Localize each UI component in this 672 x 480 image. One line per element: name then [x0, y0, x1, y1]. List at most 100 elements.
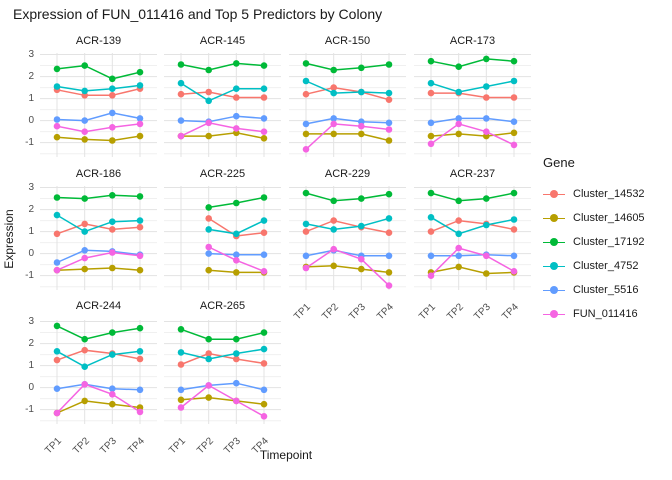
- facet-strip-label: ACR-186: [75, 168, 122, 180]
- facet-strip-label: ACR-139: [75, 35, 122, 47]
- legend-item: Cluster_14605: [543, 206, 645, 230]
- legend-key-icon: [543, 261, 565, 271]
- data-point-Cluster_17192: [233, 199, 240, 207]
- series-line-FUN_011416: [180, 384, 265, 417]
- legend-key-icon: [543, 285, 565, 295]
- data-point-Cluster_4752: [427, 79, 435, 87]
- data-point-Cluster_14605: [81, 265, 88, 273]
- legend-key-icon: [543, 237, 565, 247]
- data-point-Cluster_5516: [233, 251, 240, 258]
- series-line-Cluster_14532: [56, 349, 141, 361]
- data-point-Cluster_5516: [109, 385, 116, 392]
- data-point-Cluster_17192: [455, 197, 462, 205]
- data-point-Cluster_17192: [385, 190, 393, 198]
- data-point-Cluster_4752: [136, 217, 144, 224]
- data-point-Cluster_5516: [385, 119, 393, 127]
- data-point-Cluster_14605: [302, 130, 310, 138]
- data-point-Cluster_17192: [330, 197, 337, 205]
- data-point-Cluster_5516: [427, 119, 435, 127]
- series-line-FUN_011416: [180, 122, 265, 137]
- data-point-Cluster_14605: [233, 269, 240, 276]
- series-line-FUN_011416: [305, 248, 390, 287]
- data-point-FUN_011416: [483, 128, 490, 135]
- data-point-Cluster_5516: [510, 118, 518, 125]
- data-point-Cluster_14532: [385, 229, 393, 236]
- data-point-Cluster_5516: [233, 112, 240, 120]
- series-line-Cluster_5516: [305, 117, 390, 125]
- series-line-Cluster_14605: [56, 135, 141, 142]
- legend-item: Cluster_4752: [543, 254, 645, 278]
- data-point-FUN_011416: [109, 249, 116, 256]
- data-point-FUN_011416: [330, 120, 337, 128]
- facet-panel: [414, 53, 531, 157]
- data-point-Cluster_14532: [109, 92, 116, 99]
- y-axis-tick-label: 2: [28, 338, 34, 350]
- data-point-Cluster_5516: [205, 250, 212, 257]
- data-point-Cluster_17192: [427, 189, 435, 197]
- x-axis-tick-label: TP3: [472, 301, 494, 323]
- series-line-Cluster_14605: [430, 132, 515, 137]
- data-point-FUN_011416: [260, 413, 268, 420]
- legend-key-icon: [543, 309, 565, 319]
- series-line-Cluster_14532: [431, 92, 514, 99]
- legend-item-label: Cluster_17192: [573, 236, 645, 248]
- data-point-Cluster_17192: [510, 57, 518, 65]
- data-point-Cluster_5516: [260, 251, 268, 258]
- data-point-Cluster_14605: [260, 400, 268, 408]
- data-point-Cluster_14605: [358, 130, 365, 138]
- legend-key-icon: [543, 189, 565, 199]
- y-axis-tick-label: -1: [25, 137, 34, 149]
- data-point-Cluster_14605: [53, 133, 61, 141]
- x-axis-tick-label: TP1: [292, 301, 313, 323]
- series-line-Cluster_14605: [306, 133, 390, 142]
- data-point-Cluster_14532: [53, 356, 61, 364]
- legend-item: FUN_011416: [543, 302, 645, 326]
- facet-strip-label: ACR-244: [75, 300, 122, 312]
- legend-item-label: Cluster_14605: [573, 212, 645, 224]
- data-point-Cluster_4752: [358, 88, 365, 96]
- data-point-Cluster_4752: [177, 79, 185, 87]
- legend-title: Gene: [543, 155, 575, 170]
- data-point-Cluster_14532: [510, 226, 518, 233]
- data-point-Cluster_5516: [53, 259, 61, 266]
- x-axis-tick-label: TP4: [500, 301, 521, 323]
- data-point-FUN_011416: [233, 125, 240, 132]
- series-line-Cluster_17192: [305, 62, 390, 71]
- x-axis-tick-label: TP2: [70, 435, 92, 457]
- series-line-Cluster_17192: [180, 328, 265, 340]
- data-point-Cluster_4752: [233, 350, 240, 357]
- facet-strip-label: ACR-173: [449, 35, 496, 47]
- data-point-FUN_011416: [260, 268, 268, 275]
- data-point-Cluster_4752: [53, 83, 61, 90]
- data-point-Cluster_14532: [205, 88, 212, 96]
- x-axis-tick-label: TP2: [319, 301, 341, 323]
- data-point-Cluster_17192: [427, 57, 435, 65]
- data-point-Cluster_4752: [385, 215, 393, 222]
- data-point-Cluster_17192: [205, 204, 212, 211]
- series-line-Cluster_14532: [305, 86, 390, 101]
- data-point-FUN_011416: [81, 128, 88, 135]
- facet-strip-label: ACR-237: [449, 168, 496, 180]
- data-point-Cluster_17192: [81, 62, 88, 69]
- data-point-Cluster_17192: [455, 63, 462, 70]
- data-point-Cluster_4752: [109, 85, 116, 92]
- facet-panel: [164, 53, 281, 157]
- data-point-Cluster_5516: [385, 252, 393, 260]
- data-point-Cluster_14532: [53, 230, 61, 238]
- series-line-Cluster_14605: [430, 266, 515, 275]
- facet-strip-label: ACR-225: [199, 168, 246, 180]
- data-point-Cluster_4752: [260, 345, 268, 353]
- data-point-Cluster_14605: [427, 132, 435, 140]
- data-point-Cluster_4752: [358, 222, 365, 230]
- series-line-Cluster_5516: [180, 382, 265, 391]
- data-point-Cluster_14532: [427, 228, 435, 235]
- data-point-Cluster_14605: [455, 263, 462, 271]
- series-line-FUN_011416: [430, 247, 515, 277]
- data-point-Cluster_14605: [81, 397, 88, 405]
- data-point-Cluster_14605: [455, 130, 462, 138]
- series-line-FUN_011416: [56, 123, 141, 133]
- data-point-Cluster_14532: [302, 228, 310, 235]
- y-axis-tick-label: -1: [25, 270, 34, 282]
- data-point-Cluster_5516: [136, 115, 144, 122]
- facet-panel: [414, 186, 531, 290]
